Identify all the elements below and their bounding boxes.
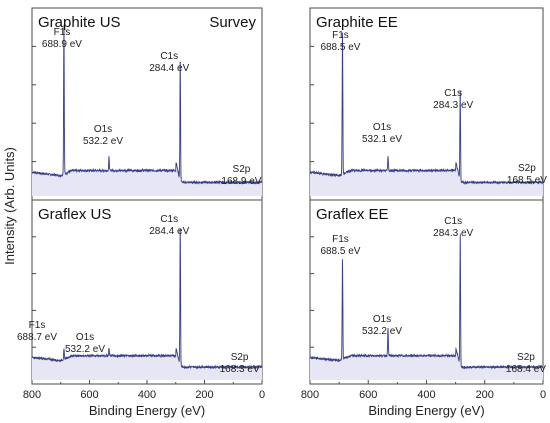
peak-label-o1s: O1s	[76, 332, 94, 343]
peak-label-f1s: F1s	[332, 234, 349, 245]
x-tick-label: 400	[138, 389, 156, 401]
peak-value-s2p: 168.9 eV	[221, 176, 261, 187]
peak-label-f1s: F1s	[54, 27, 71, 38]
peak-value-o1s: 532.2 eV	[362, 326, 402, 337]
panel-subtitle: Survey	[209, 14, 256, 31]
peak-label-c1s: C1s	[160, 214, 178, 225]
spectrum-fill	[310, 32, 543, 196]
peak-label-s2p: S2p	[231, 352, 249, 363]
peak-value-o1s: 532.2 eV	[65, 344, 105, 355]
x-tick-label: 600	[359, 389, 377, 401]
peak-label-f1s: F1s	[29, 320, 46, 331]
y-axis-label: Intensity (Arb. Units)	[2, 147, 17, 265]
peak-value-o1s: 532.2 eV	[83, 136, 123, 147]
peak-value-c1s: 284.3 eV	[433, 100, 473, 111]
peak-label-c1s: C1s	[160, 51, 178, 62]
x-tick-label: 0	[259, 389, 265, 401]
panel-title: Graphite US	[38, 14, 121, 31]
x-axis-label: Binding Energy (eV)	[368, 403, 484, 418]
peak-value-f1s: 688.7 eV	[17, 332, 57, 343]
peak-label-s2p: S2p	[517, 352, 535, 363]
spectrum-line	[31, 24, 263, 185]
peak-value-s2p: 168.3 eV	[220, 364, 260, 375]
spectrum-line	[31, 228, 263, 370]
panel-title: Graflex US	[38, 206, 111, 223]
panel-title: Graphite EE	[316, 14, 398, 31]
peak-value-f1s: 688.9 eV	[42, 39, 82, 50]
peak-label-c1s: C1s	[444, 88, 462, 99]
x-tick-label: 0	[540, 389, 546, 401]
spectrum-fill	[310, 233, 543, 380]
peak-label-f1s: F1s	[332, 30, 349, 41]
peak-value-s2p: 168.4 eV	[506, 364, 546, 375]
peak-label-o1s: O1s	[94, 124, 112, 135]
x-tick-label: 200	[195, 389, 213, 401]
x-axis-label: Binding Energy (eV)	[89, 403, 205, 418]
peak-value-o1s: 532.1 eV	[362, 134, 402, 145]
x-tick-label: 600	[80, 389, 98, 401]
peak-value-s2p: 168.5 eV	[507, 175, 547, 186]
peak-value-c1s: 284.4 eV	[149, 226, 189, 237]
x-tick-label: 200	[476, 389, 494, 401]
peak-label-s2p: S2p	[518, 163, 536, 174]
spectrum-fill	[32, 228, 262, 380]
x-tick-label: 800	[301, 389, 319, 401]
spectrum-line	[309, 32, 544, 185]
peak-label-o1s: O1s	[373, 122, 391, 133]
x-tick-label: 400	[417, 389, 435, 401]
spectrum-line	[309, 233, 544, 370]
peak-value-c1s: 284.4 eV	[149, 63, 189, 74]
spectrum-fill	[32, 24, 262, 196]
peak-label-o1s: O1s	[373, 314, 391, 325]
peak-value-f1s: 688.5 eV	[320, 42, 360, 53]
x-tick-label: 800	[23, 389, 41, 401]
peak-label-c1s: C1s	[444, 216, 462, 227]
peak-label-s2p: S2p	[233, 164, 251, 175]
peak-value-c1s: 284.3 eV	[433, 228, 473, 239]
peak-value-f1s: 688.5 eV	[320, 246, 360, 257]
panel-title: Graflex EE	[316, 206, 389, 223]
